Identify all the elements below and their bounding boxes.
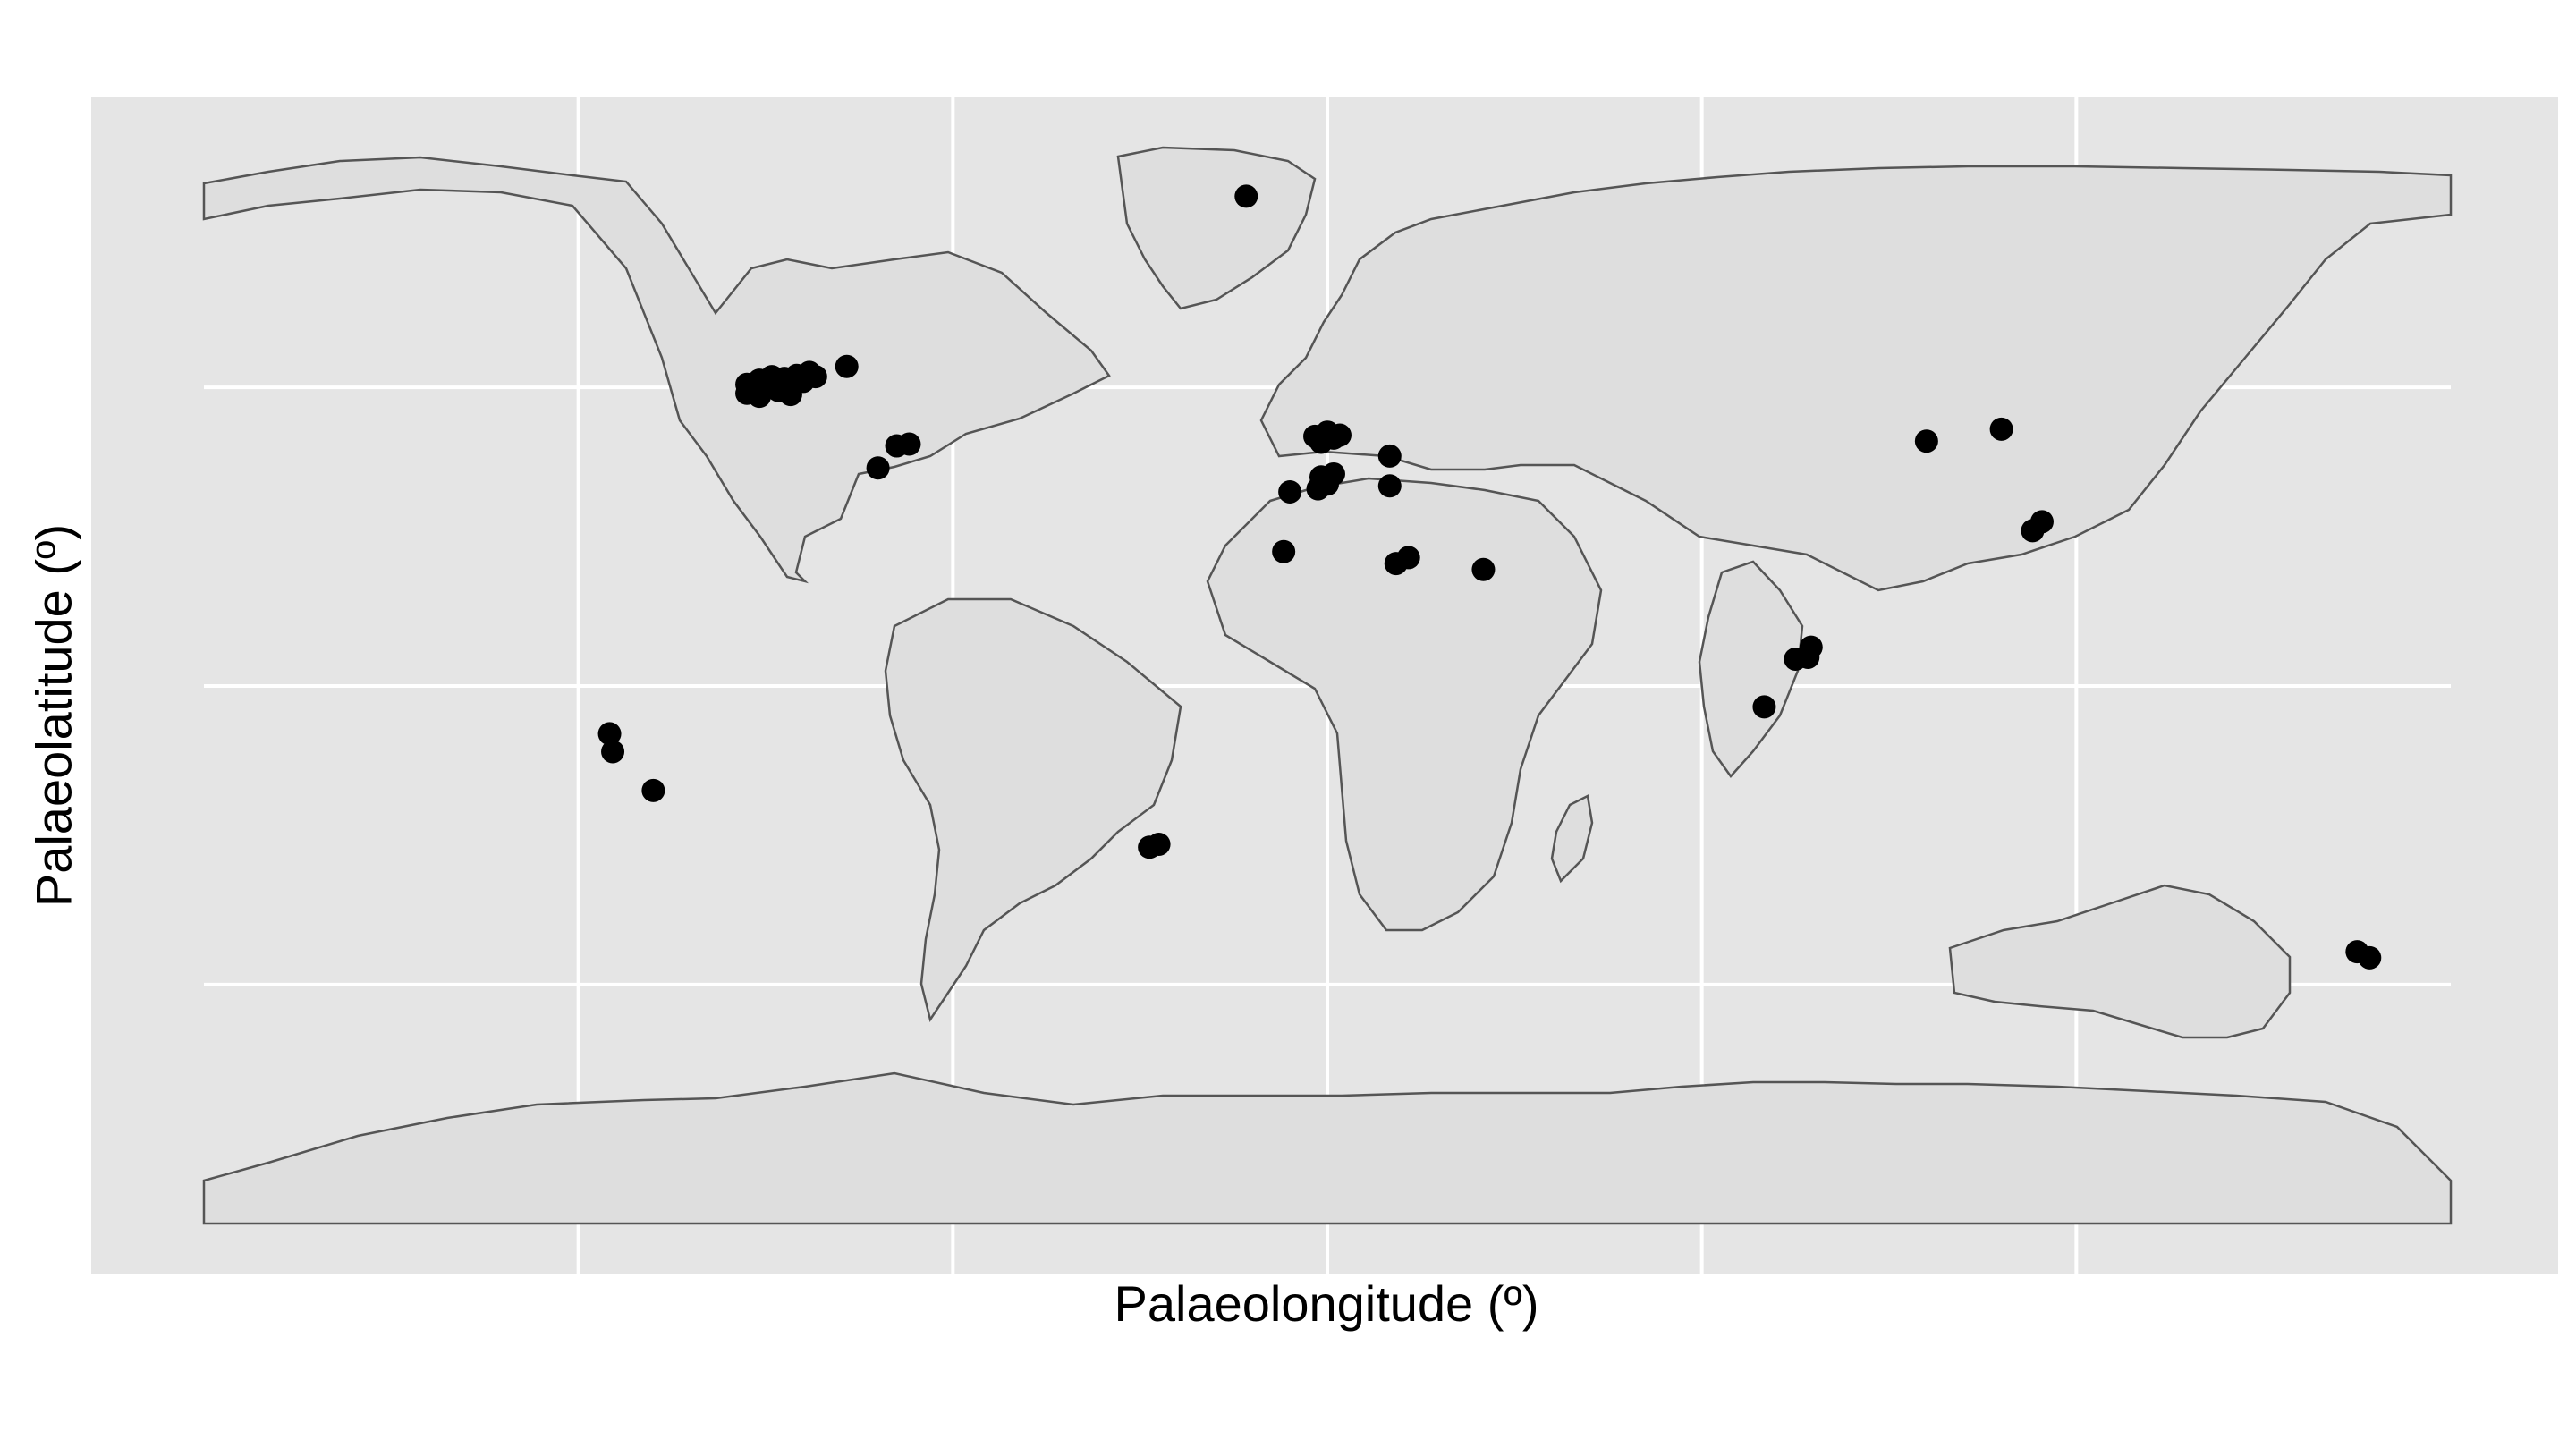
land-eurasia <box>1259 165 2453 592</box>
occurrence-point <box>866 456 890 480</box>
occurrence-point <box>1278 479 1302 504</box>
occurrence-point <box>1396 546 1420 570</box>
land-antarctica <box>202 1071 2453 1225</box>
land-africa <box>1206 477 1603 932</box>
occurrence-point <box>1234 184 1258 208</box>
land-australia <box>1948 884 2292 1039</box>
land-north-america <box>202 156 1111 584</box>
occurrence-point <box>1989 417 2013 441</box>
land-greenland <box>1116 146 1317 310</box>
occurrence-point <box>641 778 665 802</box>
occurrence-point <box>1272 539 1296 563</box>
occurrence-point <box>1327 423 1352 447</box>
palaeo-landmasses <box>202 146 2453 1225</box>
occurrence-point <box>601 740 625 764</box>
occurrence-point <box>803 365 827 389</box>
occurrence-point <box>2029 510 2054 534</box>
occurrence-point <box>597 722 622 746</box>
occurrence-point <box>1147 832 1171 856</box>
occurrence-point <box>1377 474 1402 498</box>
occurrence-point <box>778 383 802 407</box>
occurrence-point <box>1752 695 1776 719</box>
occurrence-point <box>1306 477 1330 501</box>
land-south-america <box>884 597 1182 1023</box>
occurrence-point <box>1321 461 1345 486</box>
y-axis-title: Palaeolatitude (º) <box>25 523 82 908</box>
occurrence-points <box>597 184 2382 970</box>
occurrence-point <box>748 385 772 409</box>
land-india <box>1698 560 1804 778</box>
x-axis-title: Palaeolongitude (º) <box>1114 1275 1539 1332</box>
occurrence-point <box>1377 444 1402 468</box>
occurrence-point <box>897 432 921 456</box>
occurrence-point <box>2358 945 2382 970</box>
occurrence-point <box>1914 429 1938 453</box>
occurrence-point <box>835 354 859 378</box>
land-madagascar <box>1550 794 1594 884</box>
occurrence-point <box>1471 557 1496 581</box>
occurrence-point <box>1799 635 1823 659</box>
